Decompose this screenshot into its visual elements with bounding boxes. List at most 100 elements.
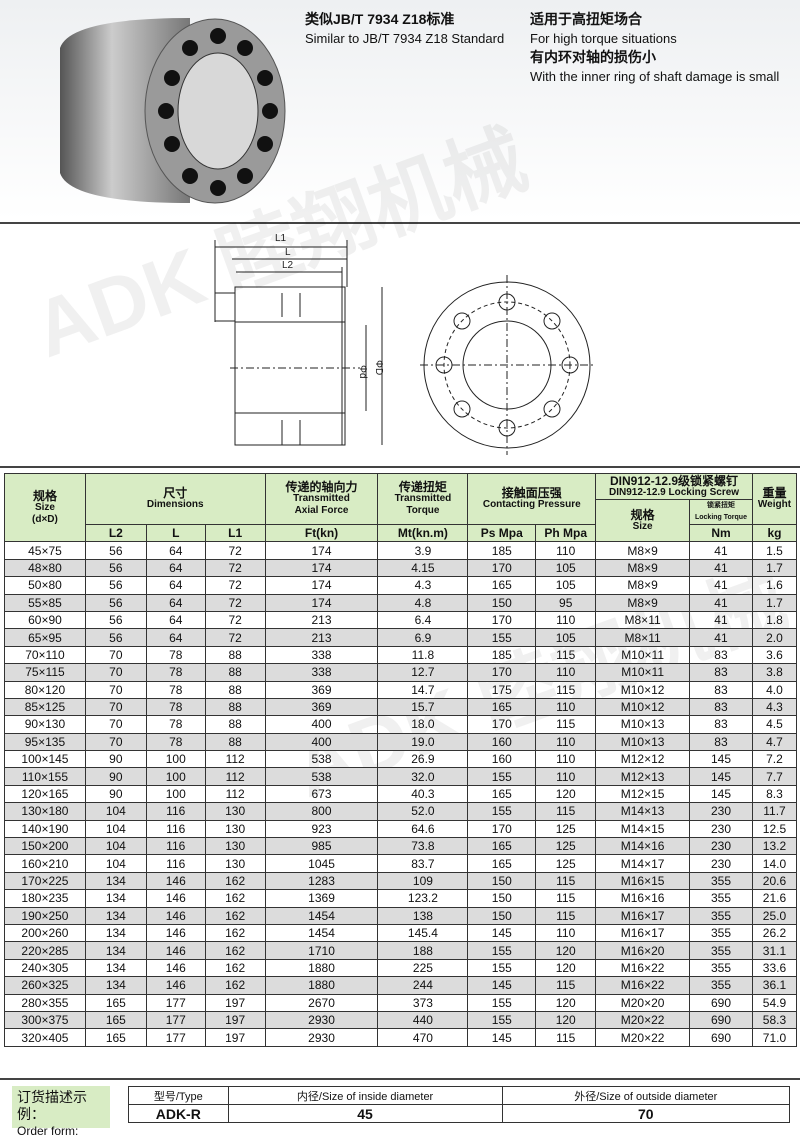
col-kg: kg — [751, 523, 798, 543]
dim-D: ΦD — [373, 360, 384, 375]
table-cell: 6.9 — [377, 628, 469, 647]
table-cell: 220×285 — [4, 941, 86, 960]
table-cell: 165 — [84, 1010, 147, 1030]
col-ps: Ps Mpa — [467, 523, 537, 543]
table-cell: 64.6 — [377, 819, 469, 839]
table-cell: 155 — [467, 993, 537, 1012]
table-cell: 90 — [84, 750, 147, 769]
table-cell: 8.3 — [751, 784, 798, 804]
table-cell: 90 — [84, 784, 147, 804]
table-cell: 7.7 — [751, 767, 798, 786]
table-cell: 1454 — [264, 923, 379, 943]
table-cell: 88 — [204, 645, 266, 665]
table-row: 180×235 134 146 162 1369 123.2 150 115 M16×16 355… — [4, 889, 798, 908]
table-cell: 150 — [467, 906, 537, 925]
table-cell: 3.6 — [751, 645, 798, 665]
table-cell: 90×130 — [4, 715, 86, 734]
table-cell: M16×17 — [595, 923, 691, 943]
product-photo — [60, 18, 286, 204]
table-cell: 20.6 — [751, 871, 798, 891]
table-cell: 115 — [535, 715, 597, 734]
table-cell: 146 — [145, 906, 206, 925]
table-cell: 690 — [689, 993, 753, 1012]
table-cell: 26.2 — [751, 923, 798, 943]
table-cell: 4.5 — [751, 715, 798, 734]
table-cell: 72 — [204, 541, 266, 560]
table-cell: 56 — [84, 558, 147, 578]
table-cell: 130×180 — [4, 802, 86, 821]
table-cell: 146 — [145, 941, 206, 960]
table-row: 60×90 56 64 72 213 6.4 170 110 M8×11 41 1.8 — [4, 610, 798, 630]
table-cell: 165 — [84, 1028, 147, 1047]
table-cell: 112 — [204, 767, 266, 786]
table-cell: 177 — [145, 1028, 206, 1047]
table-cell: 175 — [467, 680, 537, 699]
table-cell: 400 — [264, 732, 379, 752]
table-cell: 4.3 — [377, 576, 469, 595]
table-cell: M8×11 — [595, 610, 691, 630]
table-cell: 56 — [84, 628, 147, 647]
table-cell: 1.6 — [751, 576, 798, 595]
table-cell: 369 — [264, 697, 379, 717]
order-label-cn: 订货描述示例： — [17, 1089, 87, 1122]
col-l: L — [145, 523, 206, 543]
table-cell: 70×110 — [4, 645, 86, 665]
table-cell: 112 — [204, 784, 266, 804]
table-cell: 145.4 — [377, 923, 469, 943]
table-cell: M8×9 — [595, 558, 691, 578]
table-cell: 70 — [84, 697, 147, 717]
table-cell: 155 — [467, 628, 537, 647]
table-cell: 185 — [467, 645, 537, 665]
table-cell: 116 — [145, 819, 206, 839]
table-cell: 125 — [535, 819, 597, 839]
table-cell: 134 — [84, 923, 147, 943]
feature-en: Similar to JB/T 7934 Z18 Standard — [305, 31, 505, 46]
table-cell: M10×13 — [595, 732, 691, 752]
table-row: 140×190 104 116 130 923 64.6 170 125 M14×15 230 12… — [4, 819, 798, 839]
table-cell: 83 — [689, 680, 753, 699]
table-cell: 15.7 — [377, 697, 469, 717]
table-cell: 197 — [204, 1028, 266, 1047]
table-cell: 162 — [204, 889, 266, 908]
order-inner: 45 — [227, 1104, 503, 1123]
table-cell: 145 — [689, 784, 753, 804]
table-cell: 150 — [467, 889, 537, 908]
table-cell: 160×210 — [4, 854, 86, 873]
table-cell: M14×17 — [595, 854, 691, 873]
table-cell: 75×115 — [4, 663, 86, 682]
table-cell: 56 — [84, 610, 147, 630]
table-cell: 134 — [84, 906, 147, 925]
table-cell: 56 — [84, 541, 147, 560]
table-cell: 104 — [84, 819, 147, 839]
table-cell: 36.1 — [751, 976, 798, 995]
col-ph: Ph Mpa — [535, 523, 597, 543]
table-cell: 338 — [264, 645, 379, 665]
table-cell: 78 — [145, 663, 206, 682]
table-cell: 1369 — [264, 889, 379, 908]
table-cell: 134 — [84, 976, 147, 995]
table-cell: 923 — [264, 819, 379, 839]
table-row: 160×210 104 116 130 1045 83.7 165 125 M14×17 230 1… — [4, 854, 798, 873]
table-cell: 72 — [204, 593, 266, 612]
table-cell: M16×22 — [595, 976, 691, 995]
table-cell: 19.0 — [377, 732, 469, 752]
order-outer-header: 外径/Size of outside diameter — [501, 1086, 791, 1105]
table-cell: 230 — [689, 854, 753, 873]
table-cell: 72 — [204, 610, 266, 630]
table-cell: 88 — [204, 715, 266, 734]
table-cell: 4.0 — [751, 680, 798, 699]
col-weight: 重量 Weight — [751, 473, 798, 525]
table-cell: M16×20 — [595, 941, 691, 960]
table-cell: 3.8 — [751, 663, 798, 682]
table-cell: 25.0 — [751, 906, 798, 925]
divider — [0, 466, 800, 468]
table-cell: 73.8 — [377, 837, 469, 856]
table-cell: 4.15 — [377, 558, 469, 578]
table-cell: 355 — [689, 941, 753, 960]
table-cell: 70 — [84, 732, 147, 752]
table-cell: M14×16 — [595, 837, 691, 856]
table-cell: 355 — [689, 923, 753, 943]
dim-l1: L1 — [275, 233, 287, 244]
table-cell: 146 — [145, 889, 206, 908]
table-cell: 88 — [204, 663, 266, 682]
